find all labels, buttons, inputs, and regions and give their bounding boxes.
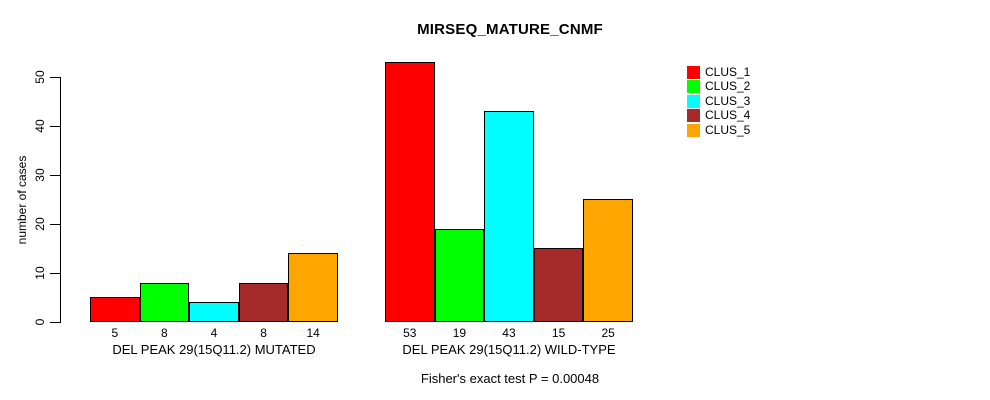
y-axis-tick-50 bbox=[50, 77, 61, 78]
y-axis-tick-10 bbox=[50, 273, 61, 274]
bar-value-clus_4-group1: 8 bbox=[260, 326, 267, 340]
y-axis-line bbox=[60, 77, 61, 323]
bar-value-clus_5-group1: 14 bbox=[306, 326, 320, 340]
bar-clus_5-group2 bbox=[583, 199, 633, 322]
legend-item-clus_5: CLUS_5 bbox=[687, 123, 750, 138]
y-axis-tick-label-40: 40 bbox=[33, 119, 47, 133]
y-axis-tick-20 bbox=[50, 224, 61, 225]
legend-label-clus_4: CLUS_4 bbox=[705, 108, 751, 123]
bar-value-clus_1-group1: 5 bbox=[111, 326, 119, 340]
legend-swatch-clus_4 bbox=[687, 109, 700, 123]
bar-clus_2-group1 bbox=[139, 283, 190, 322]
bar-value-clus_5-group2: 25 bbox=[601, 326, 615, 340]
bar-clus_5-group1 bbox=[288, 253, 338, 322]
bar-value-clus_2-group2: 19 bbox=[452, 326, 467, 340]
legend-label-clus_3: CLUS_3 bbox=[705, 93, 751, 108]
legend-label-clus_2: CLUS_2 bbox=[705, 79, 751, 94]
x-group-label-mutated: DEL PEAK 29(15Q11.2) MUTATED bbox=[112, 342, 316, 357]
legend-swatch-clus_3 bbox=[687, 94, 700, 108]
y-axis-tick-30 bbox=[50, 175, 61, 176]
y-axis-tick-label-10: 10 bbox=[33, 266, 47, 280]
y-axis-tick-label-30: 30 bbox=[33, 168, 47, 182]
bar-clus_1-group2 bbox=[385, 62, 435, 322]
bar-clus_3-group2 bbox=[484, 111, 534, 322]
bar-value-clus_3-group2: 43 bbox=[502, 326, 516, 340]
legend-swatch-clus_2 bbox=[687, 80, 700, 94]
bar-clus_4-group2 bbox=[533, 248, 584, 322]
legend-label-clus_1: CLUS_1 bbox=[705, 64, 751, 79]
bar-clus_3-group1 bbox=[189, 302, 239, 322]
bar-value-clus_3-group1: 4 bbox=[210, 326, 218, 340]
legend-label-clus_5: CLUS_5 bbox=[705, 122, 751, 137]
x-group-label-wild-type: DEL PEAK 29(15Q11.2) WILD-TYPE bbox=[402, 342, 616, 357]
y-axis-tick-0 bbox=[50, 322, 61, 323]
legend-swatch-clus_1 bbox=[687, 65, 700, 79]
legend-item-clus_3: CLUS_3 bbox=[687, 94, 750, 109]
legend-item-clus_2: CLUS_2 bbox=[687, 80, 750, 95]
chart-title: MIRSEQ_MATURE_CNMF bbox=[417, 21, 603, 38]
legend-item-clus_1: CLUS_1 bbox=[687, 65, 750, 80]
bar-clus_4-group1 bbox=[238, 283, 289, 322]
legend-swatch-clus_5 bbox=[687, 123, 700, 137]
y-axis-tick-label-0: 0 bbox=[33, 318, 47, 326]
fisher-test-annotation: Fisher's exact test P = 0.00048 bbox=[420, 371, 600, 386]
bar-value-clus_4-group2: 15 bbox=[551, 326, 566, 340]
y-axis-tick-label-20: 20 bbox=[33, 217, 47, 231]
bar-value-clus_1-group2: 53 bbox=[403, 326, 417, 340]
bar-clus_1-group1 bbox=[90, 297, 140, 322]
y-axis-tick-label-50: 50 bbox=[33, 70, 47, 84]
bar-value-clus_2-group1: 8 bbox=[161, 326, 168, 340]
legend-item-clus_4: CLUS_4 bbox=[687, 109, 750, 124]
y-axis-tick-40 bbox=[50, 126, 61, 127]
bar-clus_2-group2 bbox=[434, 229, 485, 322]
chart-legend: CLUS_1 CLUS_2 CLUS_3 CLUS_4 CLUS_5 bbox=[687, 65, 750, 138]
